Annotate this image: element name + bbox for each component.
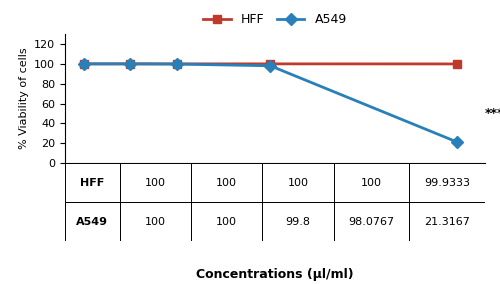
Bar <box>120 202 191 241</box>
Bar <box>262 163 334 202</box>
Text: HFF: HFF <box>80 178 104 188</box>
Text: A549: A549 <box>76 217 108 227</box>
Bar <box>410 202 485 241</box>
Bar <box>334 163 409 202</box>
Text: 100: 100 <box>216 178 237 188</box>
Bar <box>334 202 409 241</box>
Text: 98.0767: 98.0767 <box>348 217 395 227</box>
Text: ***: *** <box>485 107 500 120</box>
Text: 100: 100 <box>145 217 166 227</box>
Bar <box>65 202 120 241</box>
Text: 99.9333: 99.9333 <box>424 178 470 188</box>
Text: 100: 100 <box>361 178 382 188</box>
Bar <box>120 163 191 202</box>
Bar <box>191 163 262 202</box>
Bar <box>410 163 485 202</box>
Text: Concentrations (µl/ml): Concentrations (µl/ml) <box>196 268 354 281</box>
Legend: HFF, A549: HFF, A549 <box>198 8 352 31</box>
Bar <box>262 202 334 241</box>
Text: 100: 100 <box>145 178 166 188</box>
Y-axis label: % Viability of cells: % Viability of cells <box>18 48 28 149</box>
Text: 99.8: 99.8 <box>286 217 310 227</box>
Bar <box>191 202 262 241</box>
Text: 100: 100 <box>216 217 237 227</box>
Text: 100: 100 <box>288 178 308 188</box>
Bar <box>65 163 120 202</box>
Text: 21.3167: 21.3167 <box>424 217 470 227</box>
